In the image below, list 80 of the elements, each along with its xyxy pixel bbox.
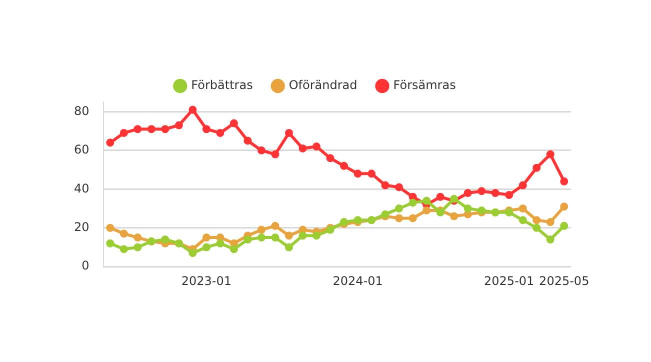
point — [120, 230, 128, 238]
point — [491, 189, 500, 198]
point — [134, 234, 142, 242]
point — [478, 187, 486, 196]
point — [464, 189, 472, 198]
point — [395, 183, 404, 192]
point — [257, 234, 266, 242]
point — [368, 170, 376, 178]
x-tick-label: 2025-05 — [539, 274, 590, 288]
point — [188, 249, 197, 258]
point — [174, 121, 183, 130]
point — [381, 181, 390, 190]
point — [450, 212, 458, 220]
y-tick-label: 80 — [74, 104, 90, 118]
point — [244, 136, 252, 145]
point — [518, 181, 527, 190]
point — [505, 190, 514, 199]
point — [354, 170, 362, 178]
point — [395, 204, 404, 213]
point — [298, 232, 307, 240]
point — [284, 128, 293, 137]
point — [422, 196, 431, 205]
point — [271, 150, 280, 158]
point — [408, 198, 417, 207]
point — [202, 125, 210, 134]
legend-label: Förbättras — [191, 78, 253, 92]
point — [271, 222, 280, 230]
point — [312, 142, 320, 151]
point — [518, 204, 527, 213]
y-tick-label: 20 — [74, 220, 90, 234]
point — [216, 128, 224, 137]
point — [340, 162, 348, 170]
y-tick-label: 0 — [82, 258, 90, 273]
point — [216, 239, 224, 248]
point — [284, 243, 293, 252]
point — [436, 192, 444, 201]
point — [271, 234, 280, 242]
point — [560, 202, 568, 211]
legend-label: Försämras — [393, 78, 456, 92]
point — [395, 214, 404, 222]
x-tick-label: 2024-01 — [332, 274, 383, 288]
point — [326, 154, 334, 162]
point — [257, 226, 266, 234]
point — [120, 128, 128, 137]
point — [230, 245, 238, 254]
y-tick-label: 60 — [74, 142, 90, 157]
point — [120, 245, 128, 254]
y-tick-label: 40 — [74, 181, 90, 196]
point — [532, 216, 541, 224]
x-tick-label: 2023-01 — [181, 274, 232, 288]
x-tick-label: 2025-01 — [484, 274, 534, 288]
point — [518, 216, 527, 224]
point — [546, 218, 554, 226]
point — [147, 125, 156, 134]
point — [244, 235, 252, 244]
point — [106, 138, 114, 147]
point — [202, 243, 210, 252]
point — [422, 206, 431, 214]
point — [546, 235, 554, 244]
point — [257, 146, 266, 154]
legend-label: Oförändrad — [288, 78, 358, 92]
point — [161, 235, 170, 244]
point — [532, 164, 541, 172]
point — [546, 150, 554, 158]
point — [106, 239, 114, 248]
point — [284, 232, 293, 240]
point — [464, 204, 472, 213]
point — [188, 106, 197, 114]
point — [134, 243, 142, 252]
point — [560, 222, 568, 230]
point — [298, 144, 307, 152]
point — [161, 125, 170, 134]
point — [202, 234, 210, 242]
point — [312, 232, 320, 240]
point — [106, 224, 114, 232]
point — [560, 177, 568, 186]
point — [134, 125, 142, 134]
point — [230, 119, 238, 128]
point — [408, 214, 417, 222]
point — [532, 224, 541, 232]
